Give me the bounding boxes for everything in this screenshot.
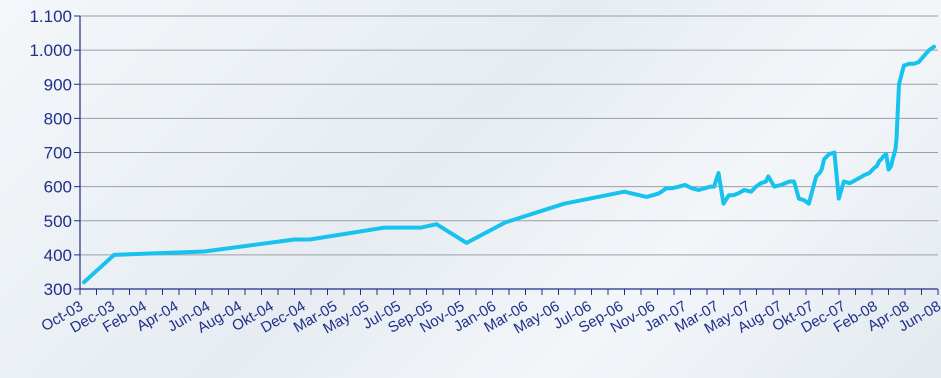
x-axis-tick-labels: Oct-03Dec-03Feb-04Apr-04Jun-04Aug-04Okt-…	[39, 298, 941, 338]
y-tick-label: 700	[44, 144, 72, 163]
y-axis-tick-labels: 300 400 500 600 700 800 900 1.000 1.100	[29, 7, 72, 299]
y-tick-label: 400	[44, 246, 72, 265]
grid-lines	[80, 15, 938, 290]
y-tick-label: 900	[44, 75, 72, 94]
y-tick-label: 300	[44, 280, 72, 299]
y-tick-label: 800	[44, 109, 72, 128]
y-tick-label: 1.100	[29, 7, 72, 26]
y-tick-label: 600	[44, 178, 72, 197]
y-tick-label: 1.000	[29, 41, 72, 60]
y-tick-label: 500	[44, 212, 72, 231]
axes	[74, 15, 939, 295]
series-line	[82, 44, 936, 285]
